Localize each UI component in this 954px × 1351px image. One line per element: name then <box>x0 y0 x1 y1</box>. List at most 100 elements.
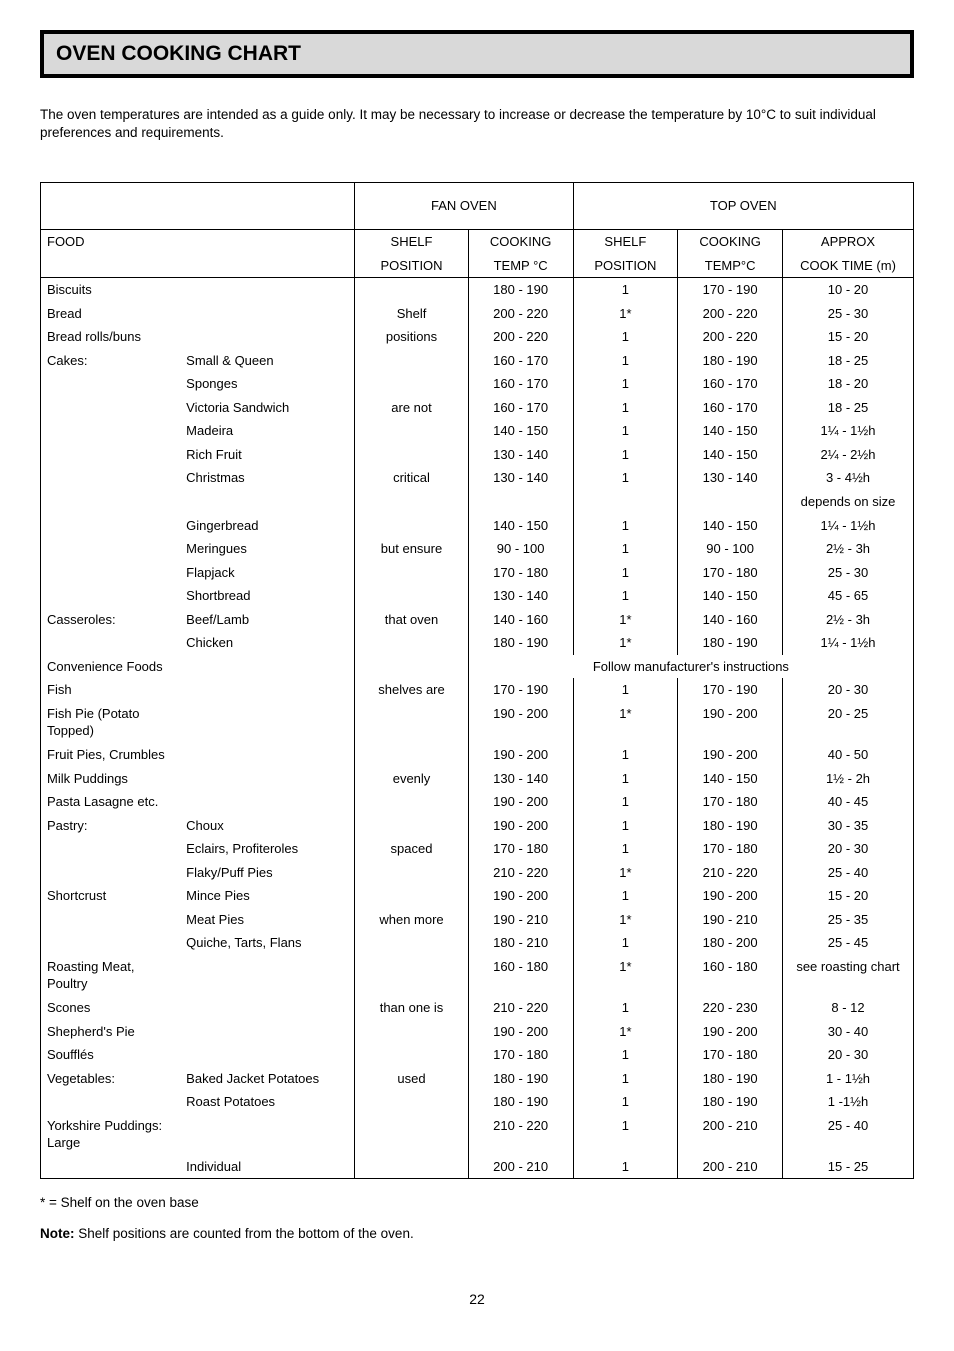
table-row: Fishshelves are170 - 1901170 - 19020 - 3… <box>41 678 914 702</box>
cooking-header-1: COOKING <box>468 229 573 253</box>
top-temp-cell: 130 - 140 <box>678 466 783 490</box>
food-subtype-cell: Shortbread <box>180 584 355 608</box>
table-row: Christmascritical130 - 1401130 - 1403 - … <box>41 466 914 490</box>
follow-instructions-cell: Follow manufacturer's instructions <box>468 655 913 679</box>
top-shelf-pos-cell: 1 <box>573 349 678 373</box>
cooking-header-2: COOKING <box>678 229 783 253</box>
top-temp-cell: 180 - 190 <box>678 349 783 373</box>
top-temp-cell: 170 - 180 <box>678 561 783 585</box>
cook-time-cell: 25 - 30 <box>783 561 914 585</box>
blank-header <box>41 183 355 230</box>
top-temp-cell: 180 - 190 <box>678 1090 783 1114</box>
table-row: Sconesthan one is210 - 2201220 - 2308 - … <box>41 996 914 1020</box>
fan-temp-cell: 180 - 190 <box>468 278 573 302</box>
food-subtype-cell <box>180 996 355 1020</box>
top-shelf-pos-cell: 1 <box>573 419 678 443</box>
cook-time-cell: 25 - 30 <box>783 302 914 326</box>
top-shelf-pos-cell: 1* <box>573 702 678 743</box>
fan-temp-cell: 210 - 220 <box>468 861 573 885</box>
fan-temp-cell: 130 - 140 <box>468 466 573 490</box>
table-row: Bread rolls/bunspositions200 - 2201200 -… <box>41 325 914 349</box>
shelf-note-cell <box>355 514 468 538</box>
top-temp-cell: 180 - 190 <box>678 631 783 655</box>
food-cell <box>41 1090 181 1114</box>
top-shelf-pos-cell: 1* <box>573 631 678 655</box>
top-shelf-pos-cell: 1 <box>573 514 678 538</box>
food-cell <box>41 931 181 955</box>
fan-temp-cell: 200 - 220 <box>468 302 573 326</box>
table-row: Fruit Pies, Crumbles190 - 2001190 - 2004… <box>41 743 914 767</box>
cook-time-cell: 18 - 25 <box>783 349 914 373</box>
fan-temp-cell: 210 - 220 <box>468 1114 573 1155</box>
fan-temp-cell: 170 - 190 <box>468 678 573 702</box>
top-shelf-pos-cell: 1* <box>573 608 678 632</box>
shelf-note-cell <box>355 1155 468 1179</box>
top-shelf-pos-cell: 1 <box>573 372 678 396</box>
top-shelf-pos-cell: 1 <box>573 1155 678 1179</box>
table-row: Shortbread130 - 1401140 - 15045 - 65 <box>41 584 914 608</box>
top-shelf-pos-cell: 1 <box>573 814 678 838</box>
footnote-shelf-base: * = Shelf on the oven base <box>40 1195 914 1210</box>
table-row: Victoria Sandwichare not160 - 1701160 - … <box>41 396 914 420</box>
table-row: Fish Pie (Potato Topped)190 - 2001*190 -… <box>41 702 914 743</box>
top-shelf-pos-cell: 1 <box>573 396 678 420</box>
top-shelf-pos-cell: 1 <box>573 1067 678 1091</box>
cook-time-cell: 15 - 20 <box>783 325 914 349</box>
top-shelf-pos-cell: 1* <box>573 908 678 932</box>
top-shelf-pos-cell: 1 <box>573 443 678 467</box>
food-cell: Pasta Lasagne etc. <box>41 790 181 814</box>
fan-temp-cell: 160 - 170 <box>468 349 573 373</box>
food-cell <box>41 443 181 467</box>
food-subtype-cell: Christmas <box>180 466 355 490</box>
shelf-note-cell <box>355 443 468 467</box>
cook-time-cell: 25 - 40 <box>783 861 914 885</box>
top-shelf-pos-cell: 1 <box>573 584 678 608</box>
table-row: Shepherd's Pie190 - 2001*190 - 20030 - 4… <box>41 1020 914 1044</box>
top-shelf-pos-cell: 1 <box>573 1090 678 1114</box>
food-cell: Pastry: <box>41 814 181 838</box>
cook-time-cell: 18 - 20 <box>783 372 914 396</box>
top-temp-cell: 190 - 200 <box>678 884 783 908</box>
top-temp-cell: 170 - 180 <box>678 837 783 861</box>
food-cell <box>41 908 181 932</box>
shelf-note-cell <box>355 884 468 908</box>
food-subtype-cell <box>180 678 355 702</box>
cook-time-cell: 20 - 25 <box>783 702 914 743</box>
cook-time-cell: 1½ - 2h <box>783 767 914 791</box>
cook-time-cell: 45 - 65 <box>783 584 914 608</box>
table-row: ShortcrustMince Pies190 - 2001190 - 2001… <box>41 884 914 908</box>
food-subtype-cell: Mince Pies <box>180 884 355 908</box>
fan-temp-cell: 160 - 170 <box>468 372 573 396</box>
top-temp-cell: 220 - 230 <box>678 996 783 1020</box>
food-subtype-cell <box>180 790 355 814</box>
shelf-header-1: SHELF <box>355 229 468 253</box>
top-shelf-pos-cell: 1 <box>573 678 678 702</box>
top-temp-cell: 200 - 220 <box>678 325 783 349</box>
top-shelf-pos-cell <box>573 490 678 514</box>
shelf-note-cell <box>355 490 468 514</box>
table-row: Vegetables:Baked Jacket Potatoesused180 … <box>41 1067 914 1091</box>
fan-temp-cell: 170 - 180 <box>468 561 573 585</box>
shelf-note-cell <box>355 372 468 396</box>
intro-text: The oven temperatures are intended as a … <box>40 106 914 142</box>
fan-temp-cell: 140 - 150 <box>468 514 573 538</box>
fan-temp-cell: 160 - 170 <box>468 396 573 420</box>
cook-time-cell: 25 - 40 <box>783 1114 914 1155</box>
top-temp-cell: 190 - 200 <box>678 743 783 767</box>
top-shelf-pos-cell: 1 <box>573 1114 678 1155</box>
shelf-note-cell <box>355 278 468 302</box>
top-temp-cell: 200 - 210 <box>678 1114 783 1155</box>
food-subtype-cell: Small & Queen <box>180 349 355 373</box>
food-subtype-cell: Meat Pies <box>180 908 355 932</box>
cook-time-cell: 8 - 12 <box>783 996 914 1020</box>
shelf-note-cell <box>355 814 468 838</box>
cook-time-cell: 20 - 30 <box>783 1043 914 1067</box>
table-row: Flapjack170 - 1801170 - 18025 - 30 <box>41 561 914 585</box>
page-title: OVEN COOKING CHART <box>40 30 914 78</box>
fan-temp-cell: 190 - 210 <box>468 908 573 932</box>
food-subtype-cell <box>180 1114 355 1155</box>
food-cell <box>41 419 181 443</box>
fan-temp-cell: 160 - 180 <box>468 955 573 996</box>
top-shelf-pos-cell: 1 <box>573 537 678 561</box>
fan-temp-cell: 140 - 150 <box>468 419 573 443</box>
